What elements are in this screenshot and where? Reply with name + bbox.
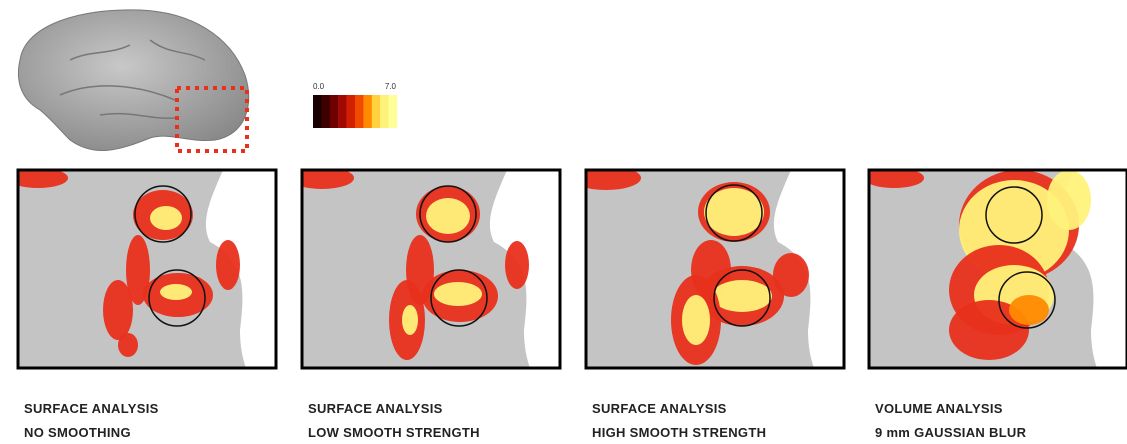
activation-blob bbox=[216, 240, 240, 290]
activation-blob bbox=[712, 280, 772, 312]
caption-line2: NO SMOOTHING bbox=[24, 425, 131, 440]
colorbar-max-label: 7.0 bbox=[385, 82, 397, 91]
caption-line1: SURFACE ANALYSIS bbox=[308, 401, 443, 416]
result-panel bbox=[571, 166, 844, 368]
result-panel bbox=[290, 167, 560, 368]
colorbar-step bbox=[338, 95, 347, 128]
caption-line1: SURFACE ANALYSIS bbox=[592, 401, 727, 416]
colorbar-step bbox=[372, 95, 381, 128]
activation-blob bbox=[103, 280, 133, 340]
caption-line1: VOLUME ANALYSIS bbox=[875, 401, 1003, 416]
result-panel bbox=[8, 168, 276, 368]
caption-line1: SURFACE ANALYSIS bbox=[24, 401, 159, 416]
result-panel bbox=[864, 168, 1127, 368]
activation-blob bbox=[118, 333, 138, 357]
activation-blob bbox=[150, 206, 182, 230]
colorbar-step bbox=[363, 95, 372, 128]
caption-line2: 9 mm GAUSSIAN BLUR bbox=[875, 425, 1027, 440]
activation-blob bbox=[1047, 170, 1091, 230]
colorbar-step bbox=[321, 95, 330, 128]
colorbar-step bbox=[355, 95, 364, 128]
activation-blob bbox=[402, 305, 418, 335]
colorbar-step bbox=[380, 95, 389, 128]
activation-blob bbox=[1009, 295, 1049, 325]
brain-thumbnail bbox=[18, 10, 248, 151]
colorbar-step bbox=[330, 95, 339, 128]
activation-blob bbox=[160, 284, 192, 300]
activation-blob bbox=[773, 253, 809, 297]
activation-blob bbox=[505, 241, 529, 289]
colorbar-step bbox=[389, 95, 398, 128]
colorbar-step bbox=[347, 95, 356, 128]
caption-line2: LOW SMOOTH STRENGTH bbox=[308, 425, 480, 440]
panel-image bbox=[571, 166, 844, 368]
panel-image bbox=[864, 168, 1127, 368]
activation-blob bbox=[682, 295, 710, 345]
figure: 0.0 7.0 SURFACE ANALYSIS NO SMOOTHING SURF… bbox=[0, 0, 1127, 444]
caption-line2: HIGH SMOOTH STRENGTH bbox=[592, 425, 766, 440]
colorbar-min-label: 0.0 bbox=[313, 82, 325, 91]
colorbar: 0.0 7.0 bbox=[313, 82, 397, 128]
colorbar-step bbox=[313, 95, 322, 128]
activation-blob bbox=[426, 198, 470, 234]
panel-image bbox=[8, 168, 276, 368]
activation-blob bbox=[434, 282, 482, 306]
